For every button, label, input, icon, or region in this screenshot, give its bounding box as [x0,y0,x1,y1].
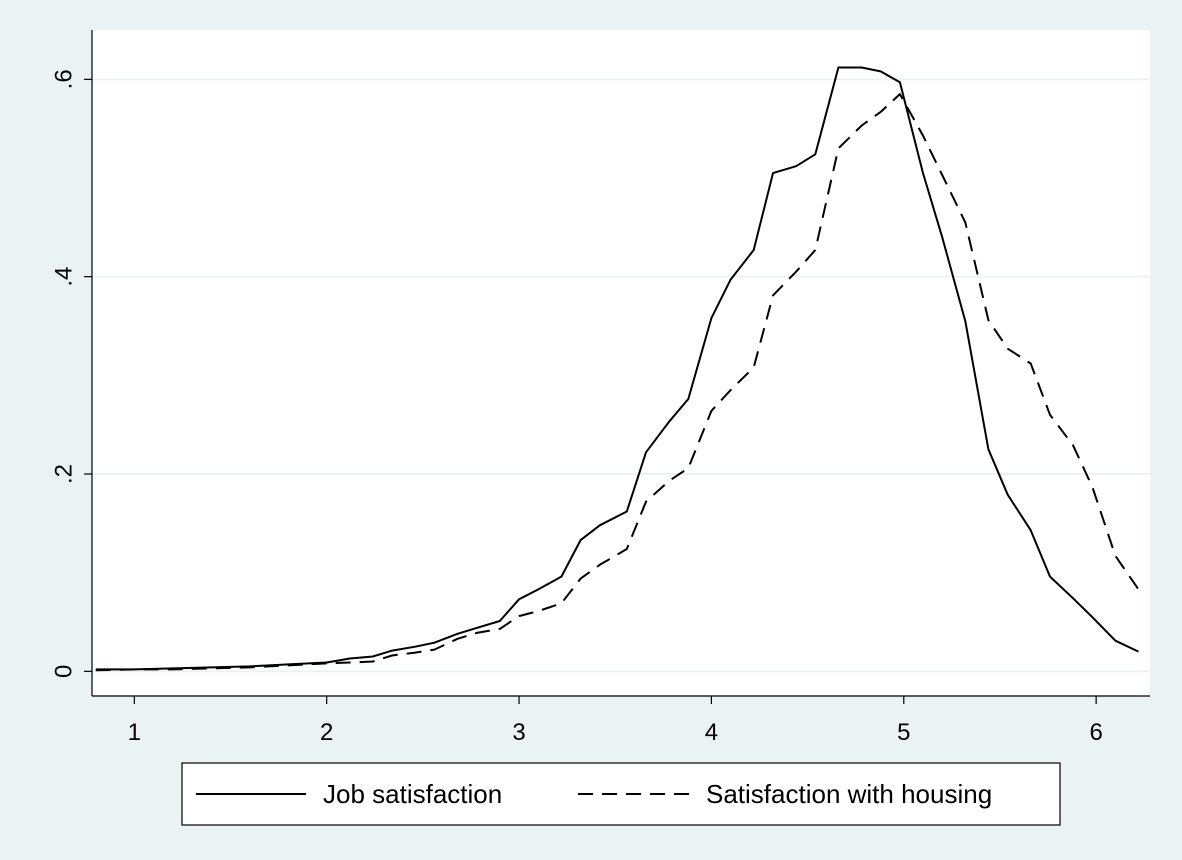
legend-label-satisfaction-with-housing: Satisfaction with housing [706,779,992,809]
x-tick-label-5: 6 [1089,719,1102,746]
gridlines [92,78,1150,673]
legend: Job satisfaction Satisfaction with housi… [181,762,1061,826]
series-line-satisfaction-with-housing [95,93,1140,672]
x-tick-label-1: 2 [320,719,333,746]
x-axis-ticks: 1 2 3 4 5 6 [128,696,1103,746]
series-lines [95,66,1140,672]
x-tick-label-2: 3 [512,719,525,746]
x-tick-label-0: 1 [128,719,141,746]
legend-box [181,762,1061,826]
y-axis-ticks: 0 .2 .4 .6 [51,69,92,678]
y-tick-label-1: .2 [51,464,78,484]
plot-area [92,30,1150,696]
x-tick-label-4: 5 [897,719,910,746]
y-tick-label-0: 0 [51,665,78,678]
axes [91,30,1150,697]
y-tick-label-2: .4 [51,267,78,287]
series-line-job-satisfaction [95,66,1139,671]
legend-label-job-satisfaction: Job satisfaction [323,779,502,809]
y-tick-label-3: .6 [51,69,78,89]
x-tick-label-3: 4 [705,719,718,746]
